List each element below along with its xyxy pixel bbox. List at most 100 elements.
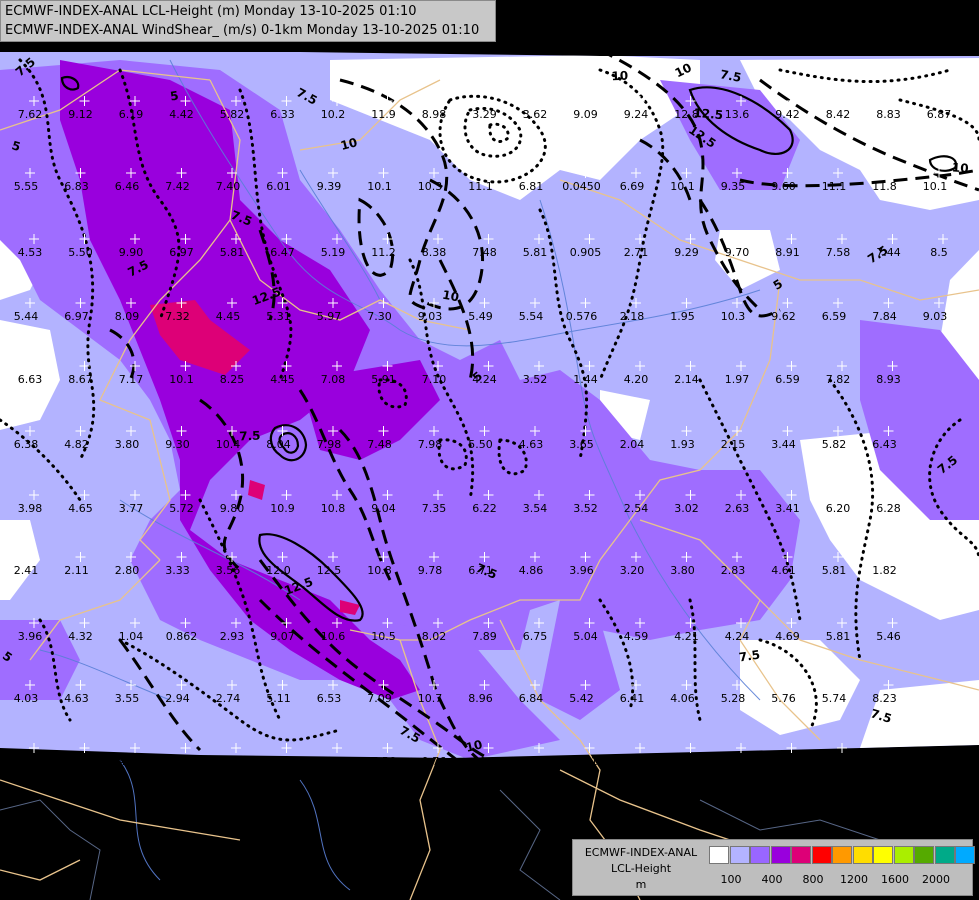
grid-value-label: 4.53 — [18, 246, 43, 259]
legend-swatch — [934, 846, 955, 864]
grid-plus-marker — [332, 234, 342, 244]
grid-plus-marker — [180, 490, 191, 500]
grid-value-label: 5.49 — [468, 310, 493, 323]
grid-value-label: 6.59 — [775, 373, 800, 386]
grid-plus-marker — [79, 618, 90, 628]
grid-plus-marker — [180, 96, 191, 106]
grid-plus-marker — [479, 552, 490, 562]
grid-plus-marker — [530, 298, 540, 308]
grid-value-label: 1.82 — [872, 564, 897, 577]
grid-plus-marker — [75, 680, 86, 690]
grid-plus-marker — [887, 490, 898, 500]
grid-plus-marker — [277, 298, 288, 308]
grid-value-label: 5.50 — [468, 438, 493, 451]
grid-plus-marker — [180, 361, 191, 371]
grid-point-markers — [25, 96, 948, 753]
grid-plus-marker — [631, 552, 641, 562]
contour-label: 5 — [169, 88, 179, 103]
grid-plus-marker — [429, 552, 439, 562]
grid-value-label: 7.32 — [165, 310, 190, 323]
grid-value-label: 2.15 — [721, 438, 746, 451]
grid-value-label: 8.67 — [68, 373, 93, 386]
grid-value-label: 0.905 — [570, 246, 602, 259]
legend-tick: 2000 — [922, 873, 950, 886]
grid-plus-marker — [685, 618, 696, 628]
grid-plus-marker — [883, 426, 894, 436]
legend-parameter: LCL-Height — [610, 862, 672, 875]
grid-plus-marker — [685, 743, 696, 753]
grid-value-label: 6.84 — [519, 692, 544, 705]
grid-plus-marker — [328, 426, 338, 436]
legend-swatch — [770, 846, 791, 864]
grid-value-label: 6.43 — [872, 438, 897, 451]
grid-plus-marker — [277, 168, 288, 178]
grid-value-label: 4.40 — [119, 755, 144, 768]
grid-value-label: 10.1 — [670, 180, 695, 193]
grid-value-label: 4.82 — [64, 438, 89, 451]
grid-value-label: 0.862 — [166, 630, 198, 643]
grid-value-label: 9.09 — [573, 108, 598, 121]
grid-value-label: 5.82 — [822, 438, 847, 451]
grid-value-label: 11.1 — [468, 180, 493, 193]
grid-plus-marker — [782, 426, 793, 436]
grid-value-label: 6.20 — [826, 502, 851, 515]
grid-value-label: 3.55 — [115, 692, 140, 705]
grid-plus-marker — [584, 234, 595, 244]
grid-value-label: 9.78 — [418, 564, 443, 577]
grid-plus-marker — [584, 490, 595, 500]
grid-value-label: 8.42 — [826, 108, 851, 121]
grid-value-label: 8.04 — [266, 438, 291, 451]
grid-plus-marker — [837, 234, 847, 244]
contour-label: 12.5 — [693, 106, 724, 123]
grid-value-label: 9.70 — [725, 246, 750, 259]
grid-value-label: 6.97 — [64, 310, 89, 323]
grid-value-label: 4.21 — [674, 630, 699, 643]
grid-plus-marker — [429, 426, 439, 436]
grid-plus-marker — [281, 618, 292, 628]
grid-plus-marker — [685, 490, 696, 500]
grid-plus-marker — [176, 552, 187, 562]
grid-value-label: 11.8 — [872, 180, 897, 193]
grid-plus-marker — [483, 618, 494, 628]
title-lcl-height: ECMWF-INDEX-ANAL LCL-Height (m) Monday 1… — [5, 4, 417, 19]
grid-value-label: 6.53 — [317, 692, 342, 705]
grid-value-label: 2.63 — [725, 502, 750, 515]
grid-value-label: 9.07 — [270, 630, 295, 643]
grid-value-label: 5.76 — [771, 692, 796, 705]
grid-plus-marker — [277, 680, 288, 690]
grid-plus-marker — [681, 298, 692, 308]
grid-plus-marker — [328, 168, 338, 178]
grid-plus-marker — [281, 490, 292, 500]
grid-plus-marker — [130, 361, 140, 371]
grid-plus-marker — [580, 298, 591, 308]
rivers — [39, 59, 761, 891]
grid-value-label: 11.9 — [371, 108, 396, 121]
grid-value-label: 7.10 — [422, 373, 447, 386]
grid-plus-marker — [786, 234, 797, 244]
grid-plus-marker — [126, 426, 136, 436]
grid-value-label: 12.0 — [266, 564, 291, 577]
grid-plus-marker — [483, 234, 494, 244]
grid-value-label: 5.82 — [220, 108, 245, 121]
grid-plus-marker — [281, 234, 292, 244]
contour-label: 10 — [951, 160, 969, 175]
grid-plus-marker — [29, 361, 39, 371]
grid-plus-marker — [231, 96, 241, 106]
grid-plus-marker — [635, 361, 645, 371]
grid-plus-marker — [483, 96, 494, 106]
grid-value-label: 2.04 — [620, 438, 645, 451]
grid-plus-marker — [782, 680, 793, 690]
grid-value-label: 9.39 — [317, 180, 342, 193]
grid-plus-marker — [833, 298, 843, 308]
grid-plus-marker — [231, 618, 241, 628]
grid-value-label: 5.81 — [826, 630, 851, 643]
grid-value-label: 4.46 — [270, 755, 295, 768]
legend-tick: 1600 — [881, 873, 909, 886]
contour-label: 7.5 — [719, 67, 743, 85]
grid-value-label: 2.93 — [220, 630, 245, 643]
grid-plus-marker — [130, 96, 140, 106]
legend-unit: m — [635, 878, 647, 891]
grid-value-label: 8.83 — [876, 108, 901, 121]
grid-plus-marker — [887, 618, 898, 628]
grid-value-label: 6.63 — [18, 373, 43, 386]
